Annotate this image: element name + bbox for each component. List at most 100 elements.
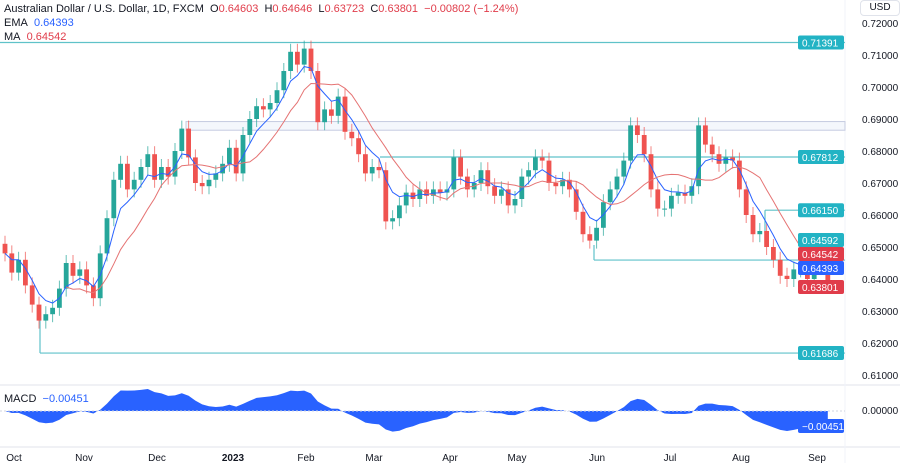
- change-value: −0.00802 (−1.24%): [424, 3, 519, 15]
- candle-body: [369, 167, 375, 174]
- candle-body: [546, 160, 552, 183]
- candle-body: [186, 128, 191, 158]
- ma-line: [66, 82, 829, 294]
- candle-body: [478, 170, 484, 183]
- last-price-tag: [798, 280, 844, 294]
- candle-body: [2, 243, 8, 254]
- candle-body: [594, 227, 599, 241]
- candle-body: [118, 163, 123, 180]
- candle-body: [458, 157, 463, 177]
- y-tick-label: 0.66000: [862, 211, 899, 222]
- y-tick-label: 0.71000: [862, 51, 899, 62]
- candle-body: [390, 218, 395, 222]
- candle-body: [267, 103, 273, 110]
- candle-body: [607, 189, 613, 203]
- level-price-tag-label: 0.61686: [802, 349, 839, 360]
- candle-body: [764, 231, 769, 247]
- level-price-tag: [798, 150, 844, 165]
- candle-body: [737, 160, 742, 190]
- candle-body: [50, 307, 55, 315]
- y-tick-label: 0.72000: [862, 19, 899, 30]
- candle-body: [743, 189, 749, 215]
- candle-body: [329, 109, 334, 116]
- candle-body: [614, 176, 620, 190]
- y-tick-label: 0.65000: [862, 243, 899, 254]
- x-tick-label: 2023: [222, 453, 245, 463]
- candle-body: [750, 215, 756, 235]
- level-price-tag: [798, 233, 844, 247]
- macd-price-tag: [798, 419, 844, 433]
- candle-body: [777, 259, 783, 276]
- high-value: 0.64646: [272, 3, 313, 15]
- candle-body: [709, 144, 715, 155]
- candle-body: [512, 199, 518, 206]
- candle-body: [635, 125, 640, 135]
- candle-body: [675, 192, 681, 196]
- candle-body: [165, 167, 171, 177]
- candle-body: [567, 179, 572, 190]
- candle-body: [587, 234, 593, 241]
- candle-body: [233, 147, 239, 174]
- candle-body: [220, 163, 225, 174]
- macd-area: [5, 389, 828, 432]
- candle-body: [784, 275, 790, 279]
- candle-body: [662, 208, 667, 210]
- currency-button[interactable]: USD: [860, 0, 900, 16]
- candle-body: [437, 189, 443, 193]
- candle-body: [363, 154, 368, 174]
- high-label: H: [264, 3, 273, 15]
- candle-body: [505, 189, 511, 206]
- level-price-tag-label: 0.64592: [802, 236, 839, 247]
- ma-price-tag-label: 0.64542: [802, 250, 839, 261]
- candle-body: [655, 189, 661, 209]
- candle-body: [308, 48, 314, 71]
- candle-body: [227, 147, 232, 164]
- x-tick-label: Oct: [6, 453, 22, 463]
- last-price-tag-label: 0.63801: [802, 283, 839, 294]
- candle-body: [410, 192, 416, 199]
- candle-body: [84, 269, 89, 286]
- candle-body: [492, 186, 497, 196]
- candle-body: [274, 90, 280, 103]
- candle-body: [573, 189, 579, 212]
- candle-body: [36, 304, 42, 321]
- candle-body: [771, 247, 776, 260]
- level-price-tag: [798, 346, 844, 361]
- candle-body: [77, 269, 83, 276]
- candle-body: [403, 192, 409, 206]
- candle-body: [145, 154, 151, 167]
- y-tick-label: 0.64000: [862, 275, 899, 286]
- ma-legend[interactable]: MA 0.64542: [4, 31, 66, 43]
- candle-body: [138, 167, 144, 180]
- candle-body: [23, 259, 28, 286]
- ma-value: 0.64542: [26, 31, 67, 43]
- candle-body: [172, 151, 178, 177]
- candle-body: [349, 131, 355, 139]
- candle-body: [485, 170, 491, 187]
- candle-body: [757, 231, 763, 235]
- x-tick-label: May: [508, 453, 527, 463]
- x-tick-label: Apr: [442, 453, 458, 463]
- candle-body: [295, 51, 300, 65]
- candle-body: [43, 314, 49, 321]
- candle-body: [70, 263, 76, 276]
- candle-body: [696, 125, 701, 187]
- y-tick-label: 0.67000: [862, 179, 899, 190]
- candle-body: [240, 135, 246, 174]
- candle-body: [261, 106, 266, 110]
- x-tick-label: Dec: [148, 453, 166, 463]
- candle-body: [723, 157, 729, 164]
- x-tick-label: Jun: [589, 453, 605, 463]
- macd-legend[interactable]: MACD −0.00451: [4, 393, 89, 405]
- candle-body: [641, 135, 647, 155]
- x-tick-label: Mar: [365, 453, 383, 463]
- candle-body: [533, 157, 538, 171]
- candle-body: [451, 157, 457, 190]
- ema-price-tag: [798, 261, 844, 275]
- x-tick-label: Jul: [664, 453, 677, 463]
- ema-legend[interactable]: EMA 0.64393: [4, 17, 74, 29]
- candle-body: [397, 205, 402, 219]
- candle-body: [648, 154, 654, 190]
